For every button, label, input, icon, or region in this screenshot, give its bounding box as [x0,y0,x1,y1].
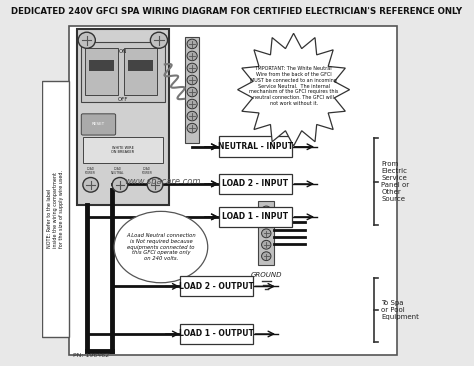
Circle shape [83,178,99,192]
FancyBboxPatch shape [85,48,118,95]
Circle shape [187,51,197,61]
Circle shape [262,252,271,261]
FancyBboxPatch shape [77,29,169,205]
Text: PN: 196462: PN: 196462 [73,353,109,358]
Text: LOAD 2 - OUTPUT: LOAD 2 - OUTPUT [179,282,254,291]
Circle shape [187,63,197,73]
Text: IMPORTANT: The White Neutral
Wire from the back of the GFCI
MUST be connected to: IMPORTANT: The White Neutral Wire from t… [249,66,338,106]
FancyBboxPatch shape [124,48,157,95]
Text: NEUTRAL - INPUT: NEUTRAL - INPUT [218,142,293,151]
Text: OFF: OFF [118,97,128,102]
Circle shape [187,99,197,109]
FancyBboxPatch shape [69,26,397,355]
FancyBboxPatch shape [258,201,274,265]
Circle shape [187,111,197,121]
FancyBboxPatch shape [181,324,253,344]
FancyBboxPatch shape [219,207,292,227]
Text: WHITE WIRE
ON BREAKER: WHITE WIRE ON BREAKER [111,146,135,154]
FancyBboxPatch shape [42,0,432,24]
Text: GROUND: GROUND [251,272,282,278]
FancyBboxPatch shape [128,60,153,71]
Polygon shape [237,33,350,146]
Text: LOAD
POWER: LOAD POWER [85,167,96,175]
FancyBboxPatch shape [42,81,69,337]
Text: RESET: RESET [92,123,105,126]
Text: LOAD 1 - INPUT: LOAD 1 - INPUT [222,212,289,221]
Circle shape [112,178,128,192]
FancyBboxPatch shape [219,174,292,194]
Text: LOAD 1 - OUTPUT: LOAD 1 - OUTPUT [179,329,254,339]
Circle shape [262,229,271,238]
Text: To Spa
or Pool
Equipment: To Spa or Pool Equipment [382,300,419,320]
Circle shape [187,39,197,49]
FancyBboxPatch shape [89,60,114,71]
Circle shape [262,217,271,226]
FancyBboxPatch shape [81,42,165,102]
FancyBboxPatch shape [83,137,163,163]
FancyBboxPatch shape [219,136,292,157]
Circle shape [147,178,163,192]
Circle shape [262,240,271,249]
FancyBboxPatch shape [82,114,116,135]
Circle shape [78,32,95,48]
Circle shape [150,32,167,48]
Text: LOAD 2 - INPUT: LOAD 2 - INPUT [222,179,289,188]
FancyBboxPatch shape [181,276,253,296]
FancyBboxPatch shape [185,37,199,143]
Text: LOAD
POWER: LOAD POWER [142,167,153,175]
Ellipse shape [114,212,208,283]
Circle shape [262,206,271,215]
Text: From
Electric
Service
Panel or
Other
Source: From Electric Service Panel or Other Sou… [382,161,410,202]
Text: NOTE: Refer to the label
inside the wiring compartment
for the size of supply wi: NOTE: Refer to the label inside the wiri… [47,169,64,248]
Text: LOAD
NEUTRAL: LOAD NEUTRAL [111,167,125,175]
Text: www.spacare.com: www.spacare.com [124,177,201,186]
Text: A Load Neutral connection
is Not required because
equipments connected to
this G: A Load Neutral connection is Not require… [126,233,196,261]
Text: DEDICATED 240V GFCI SPA WIRING DIAGRAM FOR CERTIFIED ELECTRICIAN'S REFERENCE ONL: DEDICATED 240V GFCI SPA WIRING DIAGRAM F… [11,7,463,16]
Circle shape [187,75,197,85]
Circle shape [187,123,197,133]
Text: ON: ON [118,49,127,54]
Circle shape [187,87,197,97]
